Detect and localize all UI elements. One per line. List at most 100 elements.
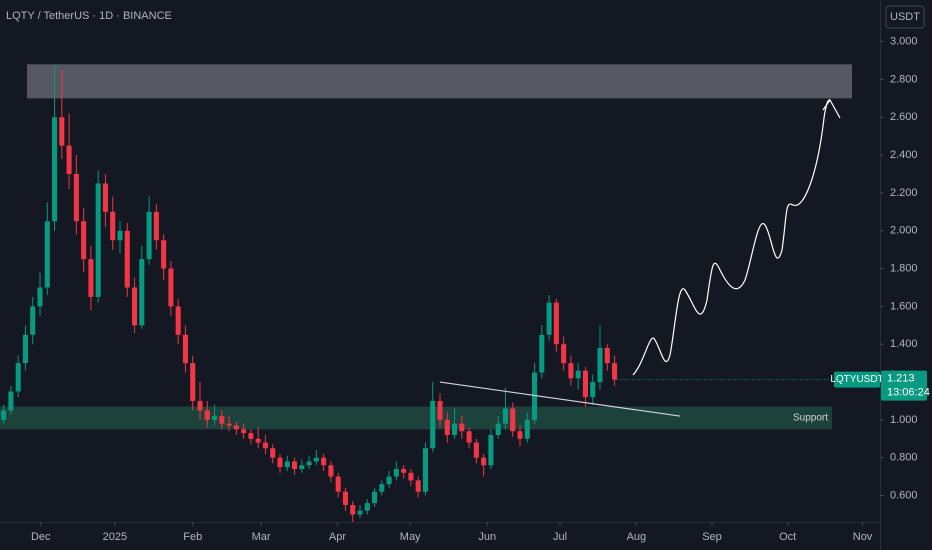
candle-body xyxy=(582,370,588,398)
x-tick-label: Aug xyxy=(627,531,647,543)
candle-body xyxy=(22,334,28,364)
candle-body xyxy=(357,510,363,515)
chart-title: LQTY / TetherUS · 1D · BINANCE xyxy=(6,10,172,22)
candle-body xyxy=(44,221,50,288)
candle-body xyxy=(393,469,399,477)
y-tick-label: 0.800 xyxy=(890,452,918,464)
y-tick-label: 2.400 xyxy=(890,149,918,161)
y-tick-label: 1.000 xyxy=(890,414,918,426)
x-tick-label: 2025 xyxy=(103,531,127,543)
candle-body xyxy=(117,230,123,241)
candle-body xyxy=(8,391,14,411)
candle-body xyxy=(342,491,348,505)
candle-body xyxy=(255,438,261,443)
x-tick-label: Mar xyxy=(252,531,271,543)
candle-body xyxy=(124,230,130,288)
trendline xyxy=(439,381,681,417)
candle-body xyxy=(277,457,283,468)
candle-body xyxy=(350,504,356,515)
x-tick-label: Jun xyxy=(478,531,496,543)
candles xyxy=(1,64,618,522)
candle-body xyxy=(422,448,428,492)
candle-body xyxy=(430,400,436,449)
candle-body xyxy=(539,334,545,373)
candle-body xyxy=(284,461,290,468)
zone xyxy=(0,406,832,430)
x-tick-label: Oct xyxy=(779,531,796,543)
projection-path xyxy=(632,98,841,376)
candle-body xyxy=(299,465,305,470)
countdown: 13:06:24 xyxy=(887,386,930,398)
candle-body xyxy=(168,268,174,307)
x-tick-label: Sep xyxy=(702,531,722,543)
candle-body xyxy=(219,416,225,424)
candle-body xyxy=(488,435,494,466)
y-tick-label: 2.200 xyxy=(890,187,918,199)
x-tick-label: Feb xyxy=(183,531,202,543)
currency-box[interactable] xyxy=(885,5,925,29)
candle-body xyxy=(182,334,188,364)
candle-body xyxy=(568,363,574,379)
candle-body xyxy=(379,484,385,492)
currency: USDT xyxy=(890,11,920,23)
candle-body xyxy=(233,425,239,430)
y-tick-label: 1.800 xyxy=(890,262,918,274)
candle-body xyxy=(444,419,450,435)
candle-body xyxy=(466,431,472,443)
candle-body xyxy=(81,221,87,260)
candle-body xyxy=(335,476,341,492)
candle-body xyxy=(495,423,501,435)
candle-body xyxy=(473,442,479,458)
candle-body xyxy=(52,117,58,222)
candle-body xyxy=(270,448,276,458)
candle-body xyxy=(553,302,559,345)
candle-body xyxy=(139,259,145,326)
y-tick-label: 3.000 xyxy=(890,36,918,48)
candle-body xyxy=(292,461,298,470)
candle-body xyxy=(546,302,552,335)
y-tick-label: 2.000 xyxy=(890,225,918,237)
y-tick-label: 2.600 xyxy=(890,111,918,123)
candle-body xyxy=(241,429,247,434)
candle-body xyxy=(37,287,43,307)
x-tick-label: Jul xyxy=(553,531,567,543)
candle-body xyxy=(88,259,94,297)
candle-body xyxy=(532,372,538,420)
price-tag xyxy=(881,370,927,401)
candle-body xyxy=(146,211,152,260)
y-tick-label: 0.600 xyxy=(890,489,918,501)
candle-body xyxy=(161,240,167,269)
y-tick-label: 2.800 xyxy=(890,73,918,85)
x-tick-label: Dec xyxy=(31,531,51,543)
x-tick-label: Apr xyxy=(329,531,346,543)
candle-body xyxy=(1,410,7,420)
zone-label: Support xyxy=(793,413,828,424)
candle-body xyxy=(437,400,443,420)
candle-body xyxy=(306,461,312,466)
candle-body xyxy=(212,416,218,420)
zone xyxy=(27,64,852,99)
candle-body xyxy=(386,476,392,485)
candle-body xyxy=(604,348,610,364)
candle-body xyxy=(110,211,116,241)
symbol-tag xyxy=(834,371,880,388)
candle-body xyxy=(517,431,523,439)
candle-body xyxy=(328,465,334,477)
y-tick-label: 1.600 xyxy=(890,300,918,312)
candle-body xyxy=(321,457,327,466)
candle-body xyxy=(502,408,508,424)
candle-body xyxy=(73,174,79,222)
candle-body xyxy=(132,287,138,326)
candle-body xyxy=(226,423,232,426)
x-tick-label: Nov xyxy=(853,531,873,543)
candle-body xyxy=(95,183,101,297)
candle-body xyxy=(15,363,21,392)
last-price: 1.213 xyxy=(887,372,915,384)
candle-body xyxy=(481,457,487,466)
candle-body xyxy=(590,382,596,398)
candle-body xyxy=(575,370,581,379)
candle-body xyxy=(510,408,516,432)
candle-body xyxy=(401,469,407,473)
candle-body xyxy=(153,211,159,241)
